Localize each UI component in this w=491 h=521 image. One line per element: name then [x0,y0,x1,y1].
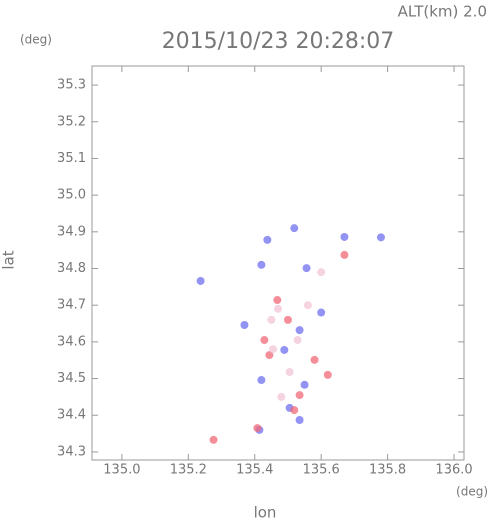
x-label: lon [254,504,277,521]
y-tick-label: 35.0 [57,188,86,203]
echo-point [323,370,332,379]
echo-point [376,233,385,242]
chart-title: 2015/10/23 20:28:07 [162,29,395,54]
echo-point [209,435,218,444]
echo-point [257,376,266,385]
echo-point [317,268,326,277]
echo-point [340,250,349,259]
plot-frame [91,65,465,461]
echo-point [317,308,326,317]
y-tick-label: 35.3 [57,78,86,93]
y-tick-label: 34.4 [57,408,86,423]
echo-point [273,296,282,305]
echo-point [240,320,249,329]
x-unit: (deg) [456,485,488,499]
echo-point [290,224,299,233]
echo-point [303,301,312,310]
y-label: lat [0,250,18,269]
y-tick-label: 34.5 [57,371,86,386]
echo-point [295,326,304,335]
echo-point [295,391,304,400]
echo-point [277,392,286,401]
y-unit: (deg) [20,33,52,47]
x-tick-label: 135.6 [303,463,340,478]
echo-point [253,424,262,433]
echo-point [300,380,309,389]
x-tick-label: 135.0 [103,463,140,478]
echo-point [274,304,282,313]
x-tick-label: 135.8 [369,463,406,478]
echo-point [265,351,274,360]
echo-point [263,235,272,244]
echo-point [269,345,278,354]
y-tick-label: 35.1 [57,151,86,166]
echo-point [285,367,294,376]
y-tick-label: 34.9 [57,224,86,239]
x-tick-label: 135.4 [236,463,273,478]
echo-point [310,355,319,364]
y-tick-label: 34.6 [57,334,86,349]
x-tick-label: 136.0 [435,463,472,478]
echo-point [280,345,289,354]
echo-point [267,315,276,324]
echo-point [283,315,292,324]
y-tick-label: 34.7 [57,298,86,313]
echo-point [302,264,311,273]
echo-point [257,260,266,269]
echo-point [290,406,299,415]
echo-point [295,416,304,425]
y-tick-label: 35.2 [57,114,86,129]
y-tick-label: 34.8 [57,261,86,276]
echo-point [293,336,302,345]
y-tick-label: 34.3 [57,444,86,459]
echo-point [340,232,349,241]
x-tick-label: 135.2 [170,463,207,478]
altitude: ALT(km) 2.0 [398,3,487,21]
echo-point [196,276,205,285]
echo-point [260,336,269,345]
